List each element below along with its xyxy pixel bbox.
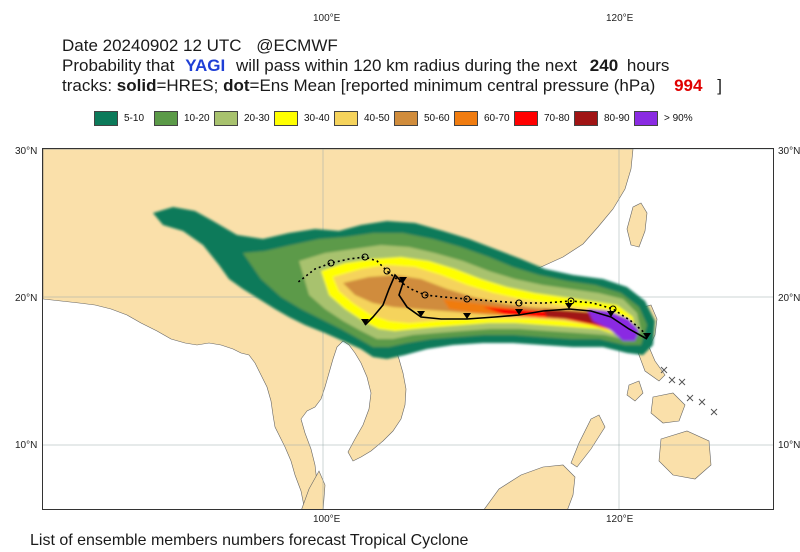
hres-marker xyxy=(417,311,425,317)
tracks-prefix: tracks: xyxy=(62,76,113,95)
ensemble-marker xyxy=(463,295,471,303)
lat-label-right-10: 10°N xyxy=(778,440,800,451)
storm-name: YAGI xyxy=(185,56,226,75)
date-line: Date 20240902 12 UTC @ECMWF xyxy=(62,36,722,56)
ensemble-marker xyxy=(361,253,369,261)
legend-label: 60-70 xyxy=(484,113,510,124)
ensemble-marker xyxy=(609,305,617,313)
legend-label: 10-20 xyxy=(184,113,210,124)
lat-label-left-20: 20°N xyxy=(15,293,38,304)
solid-label: solid xyxy=(116,76,157,95)
hres-marker xyxy=(643,333,651,339)
legend-swatch xyxy=(274,111,298,126)
dot-label: dot xyxy=(223,76,250,95)
legend-label: 70-80 xyxy=(544,113,570,124)
top-lon-label-100: 100°E xyxy=(313,13,341,24)
map-svg xyxy=(43,149,773,509)
legend-label: > 90% xyxy=(664,113,693,124)
legend-label: 50-60 xyxy=(424,113,450,124)
observed-x-icon xyxy=(660,366,668,374)
prob-prefix: Probability that xyxy=(62,56,175,75)
malay-peninsula xyxy=(301,470,326,509)
legend-label: 30-40 xyxy=(304,113,330,124)
legend-label: 5-10 xyxy=(124,113,145,124)
hres-marker xyxy=(463,313,471,319)
pressure-value: 994 xyxy=(674,76,703,95)
bottom-lon-label-120: 120°E xyxy=(606,514,634,525)
observed-x-icon xyxy=(686,394,694,402)
probability-line: Probability that YAGI will pass within 1… xyxy=(62,56,722,76)
hres-marker xyxy=(515,309,523,315)
legend-swatch xyxy=(634,111,658,126)
legend-label: 20-30 xyxy=(244,113,270,124)
mindanao-island xyxy=(658,430,712,480)
ensemble-marker xyxy=(567,297,575,305)
lat-label-left-10: 10°N xyxy=(15,440,38,451)
bottom-lon-label-100: 100°E xyxy=(313,514,341,525)
hres-marker xyxy=(399,277,407,283)
observed-x-icon xyxy=(678,378,686,386)
visayas-islands xyxy=(650,392,686,424)
legend-swatch xyxy=(454,111,478,126)
solid-desc: =HRES; xyxy=(156,76,219,95)
observed-x-icon xyxy=(710,408,718,416)
observed-positions xyxy=(660,366,718,416)
legend-swatch xyxy=(214,111,238,126)
ensemble-marker xyxy=(383,267,391,275)
legend-swatch xyxy=(514,111,538,126)
legend-label: 80-90 xyxy=(604,113,630,124)
legend-swatch xyxy=(154,111,178,126)
observed-x-icon xyxy=(698,398,706,406)
source-text: @ECMWF xyxy=(256,36,338,55)
hours-value: 240 xyxy=(589,56,619,75)
lat-label-left-30: 30°N xyxy=(15,146,38,157)
borneo-island xyxy=(484,464,576,509)
map-panel xyxy=(42,148,774,510)
ensemble-marker xyxy=(327,259,335,267)
strike-probability-swath xyxy=(153,207,655,359)
legend-swatch xyxy=(394,111,418,126)
close-bracket: ] xyxy=(717,76,722,95)
hours-unit: hours xyxy=(626,56,670,75)
dot-desc: =Ens Mean [reported minimum central pres… xyxy=(249,76,656,95)
lat-label-right-30: 30°N xyxy=(778,146,800,157)
prob-band-over-90 xyxy=(587,309,639,341)
hres-marker xyxy=(361,319,369,325)
forecast-header: Date 20240902 12 UTC @ECMWF Probability … xyxy=(62,36,722,96)
footer-text: List of ensemble members numbers forecas… xyxy=(30,532,469,549)
taiwan-island xyxy=(626,202,648,248)
hres-track-line xyxy=(364,273,648,340)
observed-x-icon xyxy=(668,376,676,384)
legend-swatch xyxy=(334,111,358,126)
ensemble-markers xyxy=(327,253,617,313)
lat-label-right-20: 20°N xyxy=(778,293,800,304)
prob-middle: will pass within 120 km radius during th… xyxy=(235,56,578,75)
ensemble-marker xyxy=(421,291,429,299)
ensemble-marker xyxy=(515,299,523,307)
mindoro-island xyxy=(626,380,644,402)
palawan-island xyxy=(570,414,606,468)
legend-label: 40-50 xyxy=(364,113,390,124)
top-lon-label-120: 120°E xyxy=(606,13,634,24)
legend-swatch xyxy=(94,111,118,126)
tracks-line: tracks: solid=HRES; dot=Ens Mean [report… xyxy=(62,76,722,96)
date-text: Date 20240902 12 UTC xyxy=(62,36,242,55)
legend-swatch xyxy=(574,111,598,126)
